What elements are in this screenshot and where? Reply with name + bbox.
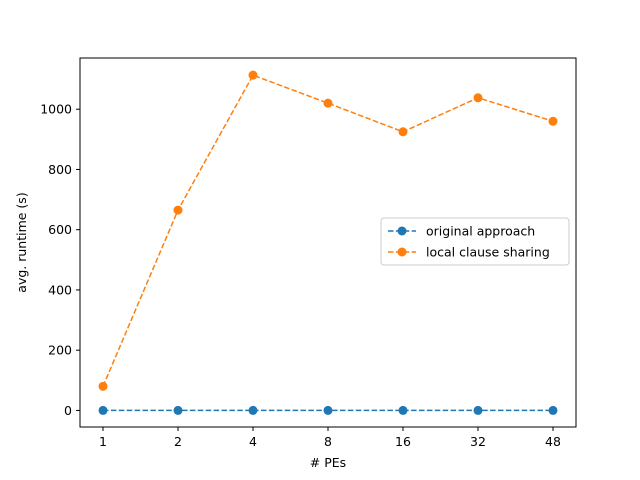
data-point-local-clause-sharing-1 <box>98 381 108 391</box>
y-axis-label: avg. runtime (s) <box>14 192 29 292</box>
legend-marker-local-clause-sharing <box>397 247 407 257</box>
y-tick-label-800: 800 <box>48 162 72 177</box>
legend: original approach local clause sharing <box>380 217 570 266</box>
x-tick-label-2: 2 <box>174 434 182 449</box>
data-point-original-approach-48 <box>548 405 558 415</box>
y-tick-label-0: 0 <box>64 403 72 418</box>
legend-marker-original-approach <box>397 226 407 236</box>
data-point-local-clause-sharing-8 <box>323 98 333 108</box>
data-point-local-clause-sharing-2 <box>173 205 183 215</box>
data-point-local-clause-sharing-32 <box>473 93 483 103</box>
data-point-local-clause-sharing-16 <box>398 127 408 137</box>
x-tick-label-32: 32 <box>470 434 486 449</box>
y-tick-label-600: 600 <box>48 222 72 237</box>
data-point-original-approach-32 <box>473 405 483 415</box>
y-tick-label-400: 400 <box>48 282 72 297</box>
x-tick-label-1: 1 <box>99 434 107 449</box>
data-point-original-approach-8 <box>323 405 333 415</box>
x-tick-label-16: 16 <box>395 434 411 449</box>
legend-label-local-clause-sharing: local clause sharing <box>426 245 550 260</box>
data-point-original-approach-4 <box>248 405 258 415</box>
data-point-original-approach-16 <box>398 405 408 415</box>
data-point-original-approach-1 <box>98 405 108 415</box>
x-tick-label-48: 48 <box>545 434 561 449</box>
legend-box <box>380 217 570 266</box>
y-tick-label-1000: 1000 <box>40 102 72 117</box>
x-tick-label-4: 4 <box>249 434 257 449</box>
y-tick-label-200: 200 <box>48 343 72 358</box>
y-axis: 0 200 400 600 800 1000 <box>40 102 80 418</box>
plot-area <box>98 70 558 415</box>
data-point-local-clause-sharing-4 <box>248 70 258 80</box>
legend-label-original-approach: original approach <box>426 224 535 239</box>
data-point-original-approach-2 <box>173 405 183 415</box>
x-tick-label-8: 8 <box>324 434 332 449</box>
x-axis-label: # PEs <box>310 455 346 470</box>
x-axis: 1 2 4 8 16 32 48 <box>99 427 561 449</box>
data-point-local-clause-sharing-48 <box>548 116 558 126</box>
